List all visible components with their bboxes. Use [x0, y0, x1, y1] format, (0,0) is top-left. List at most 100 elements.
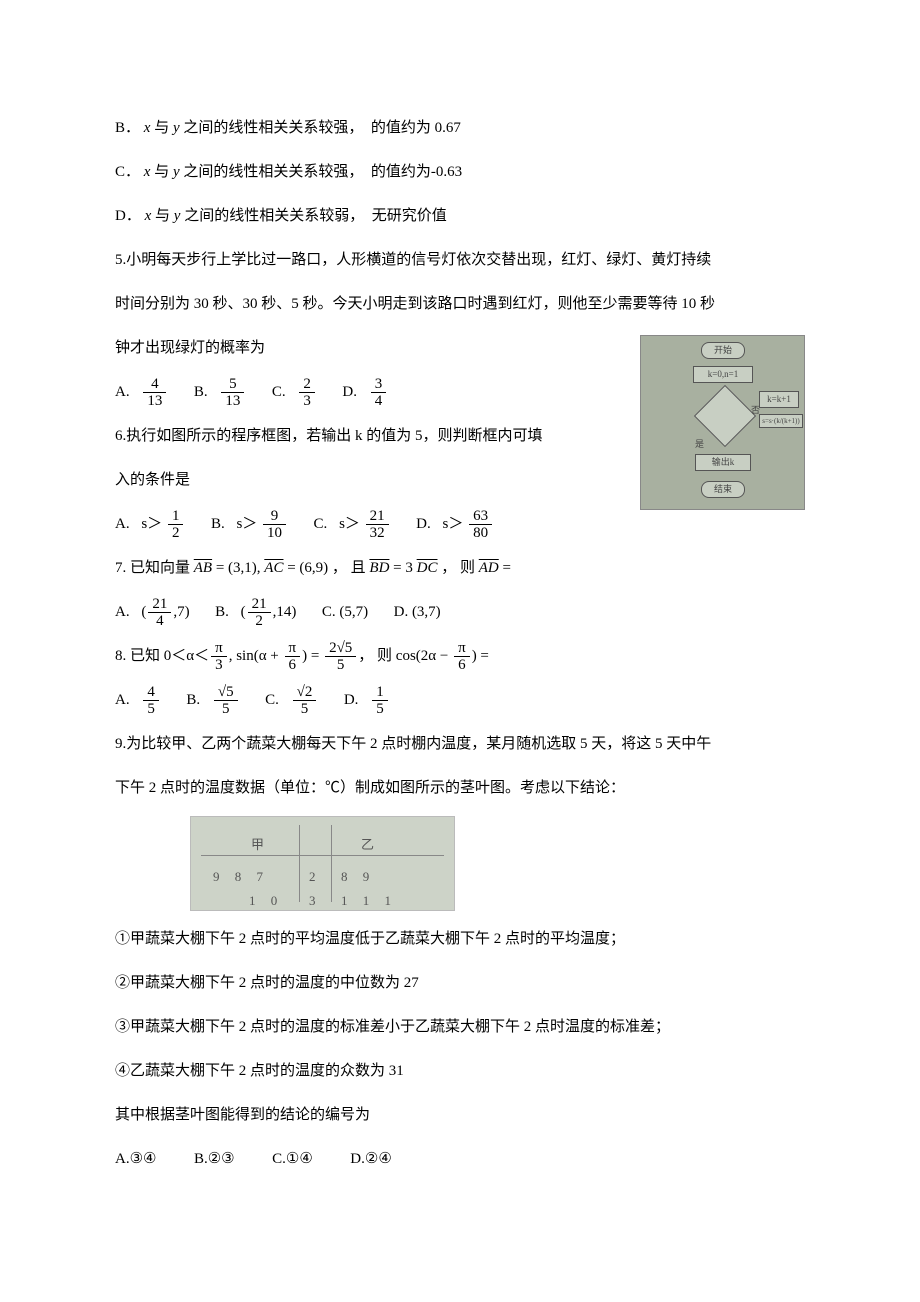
q7-a-open: (	[141, 604, 146, 620]
vec-ad: AD	[479, 560, 499, 576]
q6-dt: s＞	[443, 516, 464, 532]
opt-c-text2: 之间的线性相关关系较强， 的值约为-0.63	[183, 164, 462, 180]
fc-init: k=0,n=1	[693, 366, 753, 383]
fc-no: 否	[751, 400, 760, 422]
var-y: y	[174, 208, 181, 224]
flowchart-image: 开始 k=0,n=1 k=k+1 s=s·(k/(k+1)) 输出k 结束 是 …	[640, 335, 805, 510]
q6-at: s＞	[141, 516, 162, 532]
q8-s4: ， 则 cos(2α −	[358, 648, 452, 664]
q8-c-frac: √25	[293, 684, 317, 718]
q7-b: B.	[215, 604, 229, 620]
q7-a-frac: 214	[148, 596, 171, 630]
fc-output: 输出k	[695, 454, 751, 471]
var-y: y	[173, 120, 180, 136]
q5-line2: 时间分别为 30 秒、30 秒、5 秒。今天小明走到该路口时遇到红灯，则他至少需…	[115, 286, 805, 322]
q7-e5: =	[503, 560, 511, 576]
q7-b-frac: 212	[248, 596, 271, 630]
q8-f4: π6	[454, 640, 470, 674]
fc-block2: s=s·(k/(k+1))	[759, 414, 803, 428]
vec-ac: AC	[264, 560, 283, 576]
sl-vline1	[299, 825, 300, 902]
q8-b: B.	[186, 692, 200, 708]
q8-f1: π3	[211, 640, 227, 674]
q8-d-frac: 15	[372, 684, 388, 718]
q9-c1: ①甲蔬菜大棚下午 2 点时的平均温度低于乙蔬菜大棚下午 2 点时的平均温度；	[115, 921, 805, 957]
q7-e4: ， 则	[441, 560, 479, 576]
q6-a: A.	[115, 516, 130, 532]
sl-r2-stem: 3	[309, 885, 322, 916]
q6-d-frac: 6380	[469, 508, 492, 542]
q6-c-frac: 2132	[366, 508, 389, 542]
sl-hline	[201, 855, 444, 856]
opt-c-label: C．	[115, 164, 140, 180]
q8-s3: ) =	[302, 648, 323, 664]
q7-b-open: (	[241, 604, 246, 620]
var-x: x	[144, 120, 151, 136]
q7-e2: = (6,9) ， 且	[287, 560, 369, 576]
q9-c4: ④乙蔬菜大棚下午 2 点时的温度的众数为 31	[115, 1053, 805, 1089]
vec-dc: DC	[417, 560, 438, 576]
q6-ct: s＞	[339, 516, 360, 532]
q6-bt: s＞	[236, 516, 257, 532]
fc-block1: k=k+1	[759, 391, 799, 408]
sl-r2-left: 1 0	[249, 885, 283, 916]
q8-s2: , sin(α +	[229, 648, 283, 664]
var-x: x	[144, 164, 151, 180]
q9-c2: ②甲蔬菜大棚下午 2 点时的温度的中位数为 27	[115, 965, 805, 1001]
q5-b-frac: 513	[221, 376, 244, 410]
option-d: D． x 与 y 之间的线性相关关系较弱， 无研究价值	[115, 198, 805, 234]
q8-a: A.	[115, 692, 130, 708]
q7-options: A. (214,7) B. (212,14) C. (5,7) D. (3,7)	[115, 594, 805, 630]
stem-leaf-plot: 甲 乙 9 8 7 2 8 9 1 0 3 1 1 1	[190, 816, 455, 911]
q8-options: A. 45 B. √55 C. √25 D. 15	[115, 682, 805, 718]
q7-e3: = 3	[393, 560, 413, 576]
q6-c: C.	[314, 516, 328, 532]
q9-ask: 其中根据茎叶图能得到的结论的编号为	[115, 1097, 805, 1133]
sl-vline2	[331, 825, 332, 902]
q6-a-frac: 12	[168, 508, 184, 542]
q5-line1: 5.小明每天步行上学比过一路口，人形横道的信号灯依次交替出现，红灯、绿灯、黄灯持…	[115, 242, 805, 278]
q8-b-frac: √55	[214, 684, 238, 718]
q6-d: D.	[416, 516, 431, 532]
q5-c-frac: 23	[299, 376, 315, 410]
q7-a-close: ,7)	[173, 604, 189, 620]
q7-c: C. (5,7)	[322, 604, 368, 620]
option-c: C． x 与 y 之间的线性相关关系较强， 的值约为-0.63	[115, 154, 805, 190]
option-b: B． x 与 y 之间的线性相关关系较强， 的值约为 0.67	[115, 110, 805, 146]
q7-a: A.	[115, 604, 130, 620]
q8-d: D.	[344, 692, 359, 708]
q8-f3: 2√55	[325, 640, 356, 674]
q8-s5: ) =	[472, 648, 489, 664]
opt-d-text1: 与	[155, 208, 170, 224]
q8-stem: 8. 已知 0＜α＜π3, sin(α + π6) = 2√55， 则 cos(…	[115, 638, 805, 674]
q8-f2: π6	[285, 640, 301, 674]
q7-d: D. (3,7)	[394, 604, 441, 620]
q9-line2: 下午 2 点时的温度数据（单位：℃）制成如图所示的茎叶图。考虑以下结论：	[115, 770, 805, 806]
q6-b: B.	[211, 516, 225, 532]
vec-ab: AB	[194, 560, 212, 576]
q8-a-frac: 45	[143, 684, 159, 718]
q9-b: B.②③	[194, 1151, 235, 1167]
q6-b-frac: 910	[263, 508, 286, 542]
q5-d-frac: 34	[371, 376, 387, 410]
opt-d-text2: 之间的线性相关关系较弱， 无研究价值	[184, 208, 447, 224]
q9-c: C.①④	[272, 1151, 313, 1167]
opt-b-text1: 与	[154, 120, 169, 136]
q5-a: A.	[115, 384, 130, 400]
var-y: y	[173, 164, 180, 180]
opt-c-text1: 与	[154, 164, 169, 180]
q9-a: A.③④	[115, 1151, 156, 1167]
fc-start: 开始	[701, 342, 745, 359]
opt-d-label: D．	[115, 208, 141, 224]
q7-s1: 7. 已知向量	[115, 560, 194, 576]
q9-d: D.②④	[350, 1151, 391, 1167]
q7-b-close: ,14)	[273, 604, 297, 620]
q7-e1: = (3,1),	[216, 560, 264, 576]
opt-b-text2: 之间的线性相关关系较强， 的值约为 0.67	[183, 120, 461, 136]
sl-r2-right: 1 1 1	[341, 885, 397, 916]
q9-c3: ③甲蔬菜大棚下午 2 点时的温度的标准差小于乙蔬菜大棚下午 2 点时温度的标准差…	[115, 1009, 805, 1045]
q9-options: A.③④ B.②③ C.①④ D.②④	[115, 1141, 805, 1177]
var-x: x	[145, 208, 152, 224]
q8-s1: 8. 已知 0＜α＜	[115, 648, 209, 664]
fc-end: 结束	[701, 481, 745, 498]
